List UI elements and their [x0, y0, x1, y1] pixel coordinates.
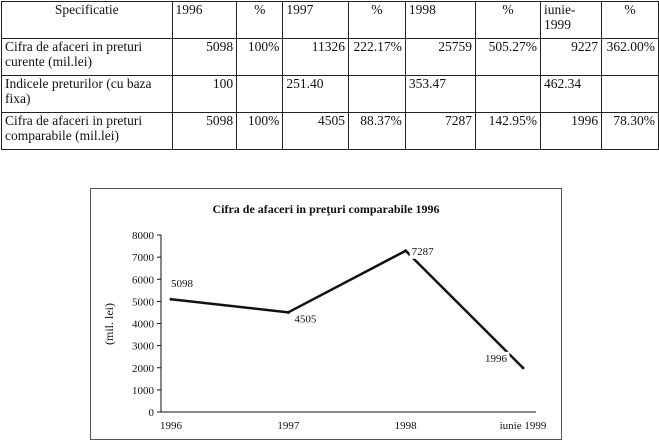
table-cell: 505.27%: [474, 38, 541, 76]
y-tick-label: 0: [149, 407, 155, 419]
line-chart: Cifra de afaceri in preţuri comparabile …: [102, 202, 547, 432]
data-label: 5098: [171, 278, 194, 290]
table-cell: 9227: [539, 38, 603, 76]
table-cell: [347, 75, 406, 113]
header-pct-1997: %: [347, 1, 406, 39]
data-point: [521, 366, 525, 370]
table-cell: 100%: [236, 112, 284, 150]
x-tick-label: iunie 1999: [500, 420, 547, 432]
chart-title: Cifra de afaceri in preţuri comparabile …: [212, 202, 439, 216]
y-tick-label: 3000: [132, 341, 155, 353]
header-pct-1998: %: [474, 1, 541, 39]
table-cell: 222.17%: [347, 38, 406, 76]
table-cell: [236, 75, 284, 113]
table-cell: 362.00%: [601, 38, 659, 76]
y-tick-label: 7000: [132, 252, 155, 264]
y-tick-label: 2000: [132, 363, 155, 375]
y-tick-label: 6000: [132, 274, 155, 286]
table-cell: 353.47: [404, 75, 476, 113]
table-row: Cifra de afaceri in preturi curente (mil…: [1, 38, 659, 76]
table-cell: 7287: [404, 112, 476, 150]
table-cell: 100%: [236, 38, 284, 76]
table-cell: 462.34: [539, 75, 603, 113]
row-label: Cifra de afaceri in preturi curente (mil…: [1, 38, 173, 76]
table-cell: 78.30%: [601, 112, 659, 150]
y-tick-label: 1000: [132, 385, 155, 397]
y-tick-label: 5000: [132, 296, 155, 308]
x-tick-label: 1998: [395, 420, 418, 432]
table-cell: [601, 75, 659, 113]
table-cell: 1996: [539, 112, 603, 150]
series-line: [170, 249, 524, 369]
x-tick-label: 1997: [277, 420, 300, 432]
table-cell: 142.95%: [474, 112, 541, 150]
header-iunie-1999: iunie-1999: [539, 1, 603, 39]
data-label-bg: [169, 277, 196, 292]
table-header-row: Specificatie 1996 % 1997 % 1998 % iunie-…: [1, 1, 659, 39]
data-label: 4505: [294, 313, 317, 325]
y-axis-label: (mil. lei): [102, 303, 116, 345]
table-cell: 25759: [404, 38, 476, 76]
row-label: Indicele preturilor (cu baza fixa): [1, 75, 173, 113]
data-label: 1996: [485, 353, 508, 365]
table-cell: [474, 75, 541, 113]
table-row: Cifra de afaceri in preturi comparabile …: [1, 112, 659, 150]
x-tick-label: 1996: [160, 420, 183, 432]
data-label-bg: [409, 244, 437, 259]
y-tick-label: 8000: [132, 230, 155, 242]
data-point: [404, 249, 408, 253]
table-row: Indicele preturilor (cu baza fixa) 100 2…: [1, 75, 659, 113]
table-cell: 88.37%: [347, 112, 406, 150]
table-cell: 5098: [171, 112, 238, 150]
table-cell: 251.40: [282, 75, 349, 113]
header-pct-1996: %: [236, 1, 284, 39]
y-tick-label: 4000: [132, 319, 155, 331]
financial-table: Specificatie 1996 % 1997 % 1998 % iunie-…: [1, 1, 659, 150]
data-label-bg: [292, 312, 319, 327]
data-point: [286, 310, 290, 314]
header-1996: 1996: [171, 1, 238, 39]
chart-frame: Cifra de afaceri in preţuri comparabile …: [90, 188, 562, 440]
data-point: [169, 297, 173, 301]
table-cell: 100: [171, 75, 238, 113]
header-specificatie: Specificatie: [1, 1, 173, 39]
table-cell: 4505: [282, 112, 349, 150]
row-label: Cifra de afaceri in preturi comparabile …: [1, 112, 173, 150]
header-pct-1999: %: [601, 1, 659, 39]
table-cell: 11326: [282, 38, 349, 76]
header-1998: 1998: [404, 1, 476, 39]
data-label-bg: [483, 351, 510, 366]
table-cell: 5098: [171, 38, 238, 76]
header-1997: 1997: [282, 1, 349, 39]
data-label: 7287: [412, 246, 435, 258]
